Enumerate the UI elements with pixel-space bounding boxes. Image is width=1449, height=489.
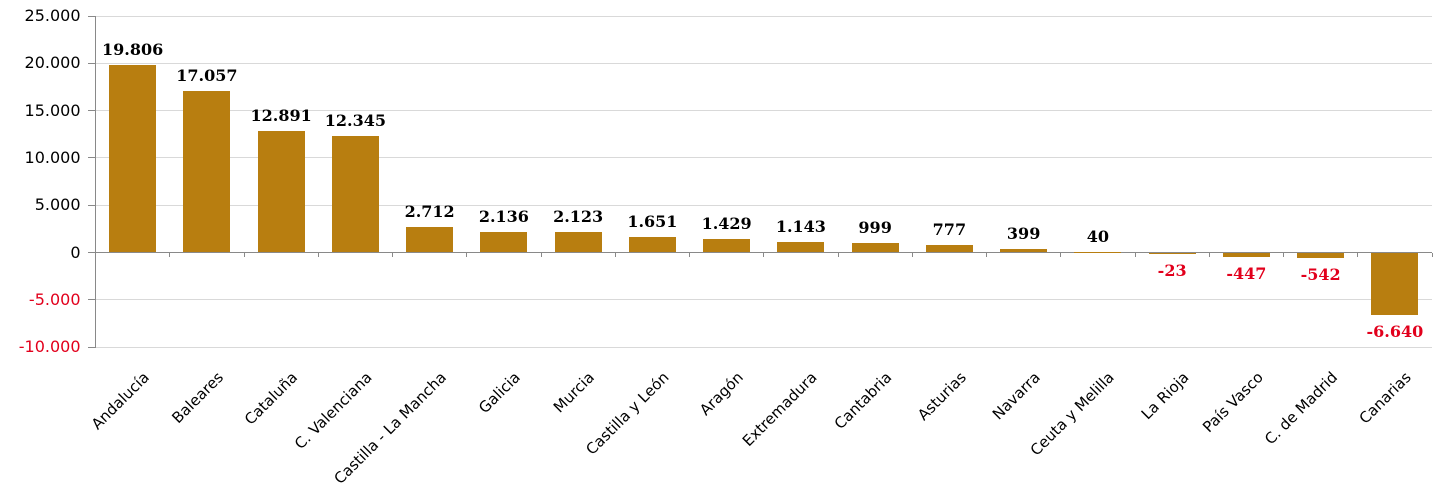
x-axis-label: Extremadura [739,368,821,450]
x-axis-label: Aragón [695,368,747,420]
bar [1371,252,1419,316]
gridline [95,299,1432,301]
y-axis-tick [87,62,96,64]
bar [480,232,528,253]
bar-value-label: 2.136 [478,207,529,227]
bar-value-label: 19.806 [102,40,164,60]
y-axis-line [94,16,96,348]
x-axis-tick [1357,252,1359,257]
y-axis-tick-label: 5.000 [34,195,81,215]
bar [331,135,379,253]
x-axis-label: Andalucía [87,368,153,434]
x-axis-tick [243,252,245,257]
x-axis-label: Canarias [1355,368,1415,428]
x-axis-tick [986,252,987,257]
bar [925,245,973,253]
x-axis-label: Galicia [475,368,524,417]
bar-value-label: -542 [1300,264,1341,284]
x-axis-tick [540,252,542,257]
x-axis-tick [911,252,913,257]
bar [1074,252,1122,254]
x-axis-label: Cataluña [240,368,302,429]
x-axis-label: Asturias [913,368,970,425]
y-axis-tick-label: 15.000 [24,100,81,120]
x-axis-tick [1283,252,1284,257]
y-axis-tick [87,252,96,253]
x-axis-label: Baleares [168,368,227,427]
y-axis-tick [87,157,96,159]
bar [554,232,602,253]
bar [1148,252,1196,254]
x-axis-tick [763,252,765,257]
x-axis-tick [689,252,690,257]
x-axis-tick [466,252,468,257]
y-axis-tick-label: -10.000 [18,337,81,357]
bar-value-label: 1.143 [775,216,826,236]
bar-value-label: 399 [1006,223,1041,243]
x-axis-label: Navarra [988,368,1044,424]
bar [703,238,751,253]
y-axis-tick-label: 10.000 [24,147,81,167]
bar [1222,252,1270,257]
bar [851,243,899,253]
x-axis-label: Murcia [550,368,599,417]
y-axis-tick-label: 25.000 [24,6,81,25]
x-axis-tick [1431,252,1433,257]
y-axis-tick [87,110,96,112]
x-axis-label: País Vasco [1198,368,1267,437]
x-axis-label: La Rioja [1137,368,1193,424]
bar-value-label: 12.891 [250,105,312,125]
bar-value-label: -447 [1226,263,1267,283]
x-axis-label: C. de Madrid [1260,368,1341,449]
y-axis-tick [87,15,96,17]
x-axis-tick [1060,252,1062,257]
bar [183,91,231,253]
gridline [95,110,1432,112]
y-axis-tick [87,299,96,301]
x-axis-tick [614,252,616,257]
x-axis-tick [392,252,393,257]
x-axis-tick [837,252,839,257]
bar-value-label: 999 [858,218,892,238]
bar-value-label: 2.123 [553,207,604,227]
y-axis-tick-label: -5.000 [28,289,81,309]
bar-value-label: 2.712 [404,201,455,221]
x-axis-tick [1208,252,1210,257]
x-axis-tick [317,252,319,257]
bar [1000,248,1048,253]
bar-value-label: 1.651 [627,211,678,231]
x-axis-label: C. Valenciana [290,368,376,453]
bar-value-label: -6.640 [1366,322,1424,342]
y-axis-tick-label: 0 [70,242,81,262]
bar [406,226,454,253]
bar [257,130,305,253]
gridline [95,157,1432,159]
bar-value-label: 12.345 [324,110,386,130]
y-axis-tick-label: 20.000 [24,53,81,73]
bar [109,65,157,253]
bar [628,236,676,253]
x-axis-tick [169,252,171,257]
y-axis-tick [87,346,96,348]
x-axis-tick [1134,252,1136,257]
bar-value-label: 1.429 [701,213,752,233]
bar-value-label: 17.057 [176,66,238,86]
gridline [95,346,1432,348]
gridline [95,204,1432,206]
bar [777,241,825,253]
bar [1297,252,1345,258]
bar-value-label: -23 [1157,260,1187,280]
x-axis-label: Cantabria [830,368,896,433]
bar-value-label: 40 [1086,227,1109,247]
gridline [95,15,1432,17]
gridline [95,62,1432,64]
bar-value-label: 777 [932,220,967,240]
y-axis-tick [87,204,96,206]
x-axis-tick [95,252,96,257]
